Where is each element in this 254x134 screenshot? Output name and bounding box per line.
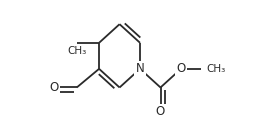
Text: N: N (136, 62, 145, 75)
Text: CH₃: CH₃ (206, 64, 225, 74)
Text: O: O (156, 105, 165, 118)
Text: O: O (50, 81, 59, 94)
Text: O: O (176, 62, 186, 75)
Text: CH₃: CH₃ (67, 46, 86, 56)
